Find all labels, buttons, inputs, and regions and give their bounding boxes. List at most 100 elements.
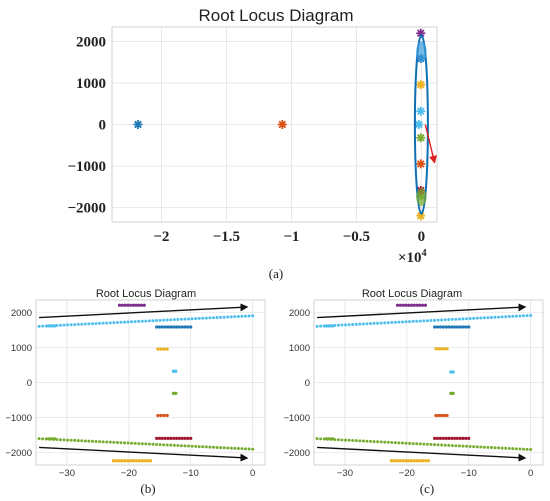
panel-a-ytick-label: 0	[99, 118, 107, 134]
panel-c-locus-point	[315, 324, 319, 328]
panel-b-locus-point	[186, 436, 190, 440]
panel-b-locus-point	[41, 324, 45, 328]
panel-a-root-marker	[416, 106, 426, 116]
panel-b-locus-point	[165, 347, 169, 351]
panel-c-locus-point	[493, 315, 497, 319]
panel-b-locus-point	[123, 459, 127, 463]
panel-c-locus-point	[379, 321, 383, 325]
panel-a-root-marker	[416, 133, 426, 143]
panel-c-locus-point	[392, 459, 396, 463]
panel-c-locus-point	[415, 303, 419, 307]
panel-c-locus-point	[395, 303, 400, 307]
panel-b-locus-point	[142, 303, 146, 307]
panel-b-locus-point	[44, 324, 48, 328]
panel-b-locus-point	[83, 322, 87, 326]
panel-c-locus-point	[458, 436, 462, 440]
panel-b-locus-point	[240, 314, 244, 318]
panel-c-locus-point	[361, 439, 365, 443]
panel-b-locus-point	[183, 436, 187, 440]
panel-c-locus-point	[443, 318, 447, 322]
panel-b-locus-point	[108, 321, 112, 325]
panel-b-locus-point	[139, 303, 144, 307]
panel-b-locus-point	[46, 324, 50, 328]
panel-b-locus-point	[115, 441, 119, 445]
panel-b-locus-point	[108, 440, 112, 444]
panel-b-locus-point	[131, 459, 135, 463]
panel-b-locus-point	[187, 317, 191, 321]
panel-b-locus-point	[165, 318, 169, 322]
panel-c-locus-point	[379, 440, 383, 444]
panel-b-locus-point	[83, 439, 87, 443]
panel-b-locus-point	[49, 437, 54, 441]
panel-b-locus-point	[251, 447, 255, 451]
panel-b-locus-point	[166, 325, 170, 329]
panel-b-locus-point	[58, 323, 62, 327]
panel-b-locus-point	[126, 441, 130, 445]
panel-c-locus-point	[415, 459, 419, 463]
panel-b-locus-point	[76, 322, 80, 326]
panel-b-locus-point	[137, 459, 141, 463]
panel-c-locus-point	[452, 325, 457, 329]
panel-c-locus-point	[418, 442, 422, 446]
panel-b-locus-point	[58, 438, 62, 442]
panel-b-locus-point	[172, 318, 176, 322]
panel-c-xtick-label: −30	[337, 468, 353, 479]
panel-b-locus-point	[163, 325, 167, 329]
panel-b-locus-point	[144, 319, 148, 323]
panel-b-locus-point	[155, 436, 159, 440]
panel-b-locus-point	[176, 444, 180, 448]
panel-c-locus-point	[319, 324, 323, 328]
panel-c-xtick-label: 0	[528, 468, 533, 479]
panel-c-locus-point	[514, 447, 518, 451]
panel-a-highlight-fill-bottom	[416, 188, 427, 207]
panel-b-locus-point	[94, 322, 98, 326]
panel-a-plot-area	[111, 26, 438, 223]
panel-c-title: Root Locus Diagram	[362, 288, 462, 300]
panel-b-locus-point	[166, 436, 170, 440]
panel-b-locus-point	[160, 436, 164, 440]
panel-b-locus-point	[215, 316, 219, 320]
panel-c-locus-point	[464, 436, 468, 440]
panel-b-locus-point	[157, 325, 162, 329]
panel-c-locus-point	[442, 347, 446, 351]
panel-c-plot-area	[313, 299, 544, 466]
panel-b-locus-point	[155, 442, 159, 446]
panel-a-root-marker	[133, 120, 143, 129]
panel-c-locus-point	[465, 317, 469, 321]
panel-c-locus-point	[482, 316, 486, 320]
panel-b-locus-point	[169, 443, 173, 447]
panel-b-locus-point	[120, 303, 124, 307]
panel-b-locus-point	[172, 443, 176, 447]
panel-b: Root Locus Diagram −30 −20 −10 0 −2000 −1000 0…	[5, 288, 266, 496]
panel-b-locus-point	[143, 459, 147, 463]
panel-c-locus-point	[421, 459, 425, 463]
panel-b-locus-point	[105, 321, 109, 325]
panel-c-locus-point	[429, 319, 433, 323]
panel-c-locus-point	[434, 413, 438, 418]
panel-b-locus-point	[130, 441, 134, 445]
panel-c-locus-point	[514, 314, 518, 318]
panel-b-locus-point	[49, 324, 54, 328]
panel-b-locus-point	[69, 438, 73, 442]
panel-c-ticks: −30 −20 −10 0 −2000 −1000 0 1000 2000	[283, 308, 533, 479]
panel-c-locus-point	[455, 325, 459, 329]
panel-c-locus-point	[435, 436, 440, 440]
panel-c-locus-point	[407, 303, 411, 307]
panel-c-locus-point	[327, 437, 332, 441]
panel-c-locus-point	[347, 323, 351, 327]
panel-c-locus-point	[468, 444, 472, 448]
panel-b-locus-point	[137, 303, 141, 307]
panel-b-locus-point	[101, 321, 105, 325]
panel-c-locus-point	[450, 444, 454, 448]
panel-a-highlight-ellipse	[413, 34, 429, 215]
panel-c-locus-point	[451, 370, 455, 374]
panel-b-locus-point	[194, 444, 198, 448]
panel-c-marks	[315, 303, 533, 463]
panel-b-locus-point	[66, 438, 70, 442]
panel-b-locus-point	[219, 446, 223, 450]
panel-c-locus-point	[447, 443, 451, 447]
panel-b-locus-point	[130, 320, 134, 324]
panel-b-locus-point	[52, 324, 57, 328]
panel-c-ytick-label: −2000	[283, 448, 310, 459]
